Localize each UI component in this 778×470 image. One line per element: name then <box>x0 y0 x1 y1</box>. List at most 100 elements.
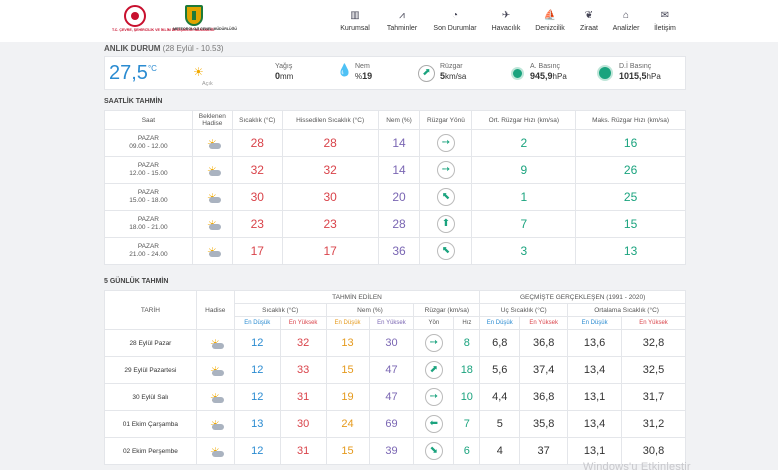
nav-son-durumlar[interactable]: ◔ Son Durumlar <box>430 9 480 39</box>
daily-col-sicaklik: Sıcaklık (°C) <box>233 303 327 317</box>
time-cell: PAZAR 21.00 - 24.00 <box>104 237 193 265</box>
nav-kurumsal[interactable]: ▥ Kurumsal <box>338 9 372 39</box>
time-range: 09.00 - 12.00 <box>129 143 168 150</box>
feels-cell: 23 <box>281 210 379 238</box>
tmax-cell: 31 <box>279 383 327 411</box>
nav-analizler[interactable]: ⌂ Analizler <box>609 9 643 39</box>
wind-direction-icon: ➙ <box>436 134 455 152</box>
daily-group-gecmis: GEÇMİŞTE GERÇEKLEŞEN (1991 - 2020) <box>479 290 686 304</box>
ministry-logo-text: T.C. ÇEVRE, ŞEHİRCİLİK VE İKLİM DEĞİŞİKL… <box>112 28 215 32</box>
wind-dir-cell: ⬆ <box>419 210 473 238</box>
umax-cell: 37,4 <box>519 356 569 384</box>
sub-en-yuksek: En Yüksek <box>279 316 327 330</box>
nav-denizcilik[interactable]: ⛵ Denizcilik <box>531 9 569 39</box>
wind-direction-icon: ⬅ <box>424 415 443 433</box>
omax-cell: 32,5 <box>621 356 686 384</box>
nav-havacilik[interactable]: ✈ Havacılık <box>489 9 523 39</box>
partly-cloudy-icon: ☀ <box>206 445 225 459</box>
daily-forecast-table: TARİH Hadise TAHMİN EDİLEN GEÇMİŞTE GERÇ… <box>104 290 686 465</box>
feels-cell: 30 <box>281 183 379 211</box>
temp-unit: °C <box>147 64 157 73</box>
max-wind-cell: 15 <box>575 210 686 238</box>
time-cell: PAZAR 09.00 - 12.00 <box>104 129 193 157</box>
hmax-cell: 47 <box>368 356 415 384</box>
feels-cell: 32 <box>281 156 379 184</box>
ministry-logo[interactable]: T.C. ÇEVRE, ŞEHİRCİLİK VE İKLİM DEĞİŞİKL… <box>112 5 214 41</box>
partly-cloudy-icon: ☀ <box>203 245 222 259</box>
humidity-label: Nem <box>355 63 370 70</box>
hourly-col-nem: Nem (%) <box>377 110 421 130</box>
ship-icon: ⛵ <box>543 10 557 21</box>
avg-wind-cell: 9 <box>471 156 577 184</box>
nav-iletisim[interactable]: ✉ İletişim <box>649 9 681 39</box>
daily-col-nem: Nem (%) <box>325 303 415 317</box>
humidity-cell: 14 <box>377 129 421 157</box>
date-cell: 30 Eylül Salı <box>104 383 197 411</box>
avg-wind-cell: 7 <box>471 210 577 238</box>
daily-col-ortalama: Ortalama Sıcaklık (°C) <box>567 303 686 317</box>
humidity-value-line: %19 <box>355 71 372 81</box>
partly-cloudy-icon: ☀ <box>203 191 222 205</box>
hmin-cell: 15 <box>325 437 370 465</box>
temp-cell: 28 <box>231 129 283 157</box>
daily-col-hadise: Hadise <box>195 290 235 330</box>
pressure-value-line: 945,9hPa <box>530 71 567 81</box>
hourly-col-hissedilen: Hissedilen Sıcaklık (°C) <box>281 110 379 130</box>
gauge-icon: ◔ <box>451 10 459 21</box>
speed-cell: 8 <box>453 329 481 357</box>
temp-cell: 32 <box>231 156 283 184</box>
pressure-metric: A. Basınç 945,9hPa <box>530 63 567 81</box>
table-row: 02 Ekim Perşembe ☀ 12 31 15 39 ⬊ 6 4 37 … <box>104 437 686 465</box>
sea-pressure-unit: hPa <box>646 72 661 81</box>
rain-metric: Yağış 0mm <box>275 63 293 81</box>
nav-label: Tahminler <box>386 25 418 32</box>
sub-hiz: Hız <box>453 316 481 330</box>
hourly-col-maks: Maks. Rüzgar Hızı (km/sa) <box>575 110 686 130</box>
weather-cell: ☀ <box>191 210 233 238</box>
wind-direction-icon: ⬉ <box>436 188 455 206</box>
time-cell: PAZAR 18.00 - 21.00 <box>104 210 193 238</box>
time-range: 15.00 - 18.00 <box>129 197 168 204</box>
time-cell: PAZAR 12.00 - 15.00 <box>104 156 193 184</box>
mgm-logo[interactable]: METEOROLOJİ GENEL MÜDÜRLÜĞÜ <box>173 5 237 41</box>
tmax-cell: 33 <box>279 356 327 384</box>
wind-dir-cell: ⬉ <box>419 183 473 211</box>
weather-cell: ☀ <box>191 183 233 211</box>
wind-dir-cell: ➙ <box>419 129 473 157</box>
table-row: PAZAR 12.00 - 15.00 ☀ 32 32 14 ➙ 9 26 <box>104 156 686 184</box>
temp-cell: 23 <box>231 210 283 238</box>
nav-label: Analizler <box>612 25 640 32</box>
hourly-col-ort: Ort. Rüzgar Hızı (km/sa) <box>471 110 577 130</box>
speed-cell: 18 <box>453 356 481 384</box>
day-label: PAZAR <box>137 216 160 223</box>
day-label: PAZAR <box>137 189 160 196</box>
sub-en-dusuk: En Düşük <box>567 316 623 330</box>
hmax-cell: 47 <box>368 383 415 411</box>
hmin-cell: 19 <box>325 383 370 411</box>
omax-cell: 30,8 <box>621 437 686 465</box>
table-row: PAZAR 21.00 - 24.00 ☀ 17 17 36 ⬉ 3 13 <box>104 237 686 265</box>
windows-activation-watermark: Windows'u Etkinleştir <box>583 461 691 470</box>
wind-dir-cell: ⬈ <box>413 356 455 384</box>
weather-cell: ☀ <box>191 156 233 184</box>
avg-wind-cell: 1 <box>471 183 577 211</box>
nav-tahminler[interactable]: ⩘ Tahminler <box>383 9 421 39</box>
weather-cell: ☀ <box>195 356 235 384</box>
temp-cell: 30 <box>231 183 283 211</box>
hourly-col-sicaklik: Sıcaklık (°C) <box>231 110 283 130</box>
nav-ziraat[interactable]: ❦ Ziraat <box>575 9 603 39</box>
weather-cell: ☀ <box>195 410 235 438</box>
wind-value: 5 <box>440 71 446 81</box>
umin-cell: 6,8 <box>479 329 521 357</box>
day-label: PAZAR <box>137 243 160 250</box>
sub-en-yuksek: En Yüksek <box>621 316 686 330</box>
time-range: 18.00 - 21.00 <box>129 224 168 231</box>
humidity-cell: 20 <box>377 183 421 211</box>
partly-cloudy-icon: ☀ <box>206 418 225 432</box>
hmin-cell: 24 <box>325 410 370 438</box>
hourly-col-saat: Saat <box>104 110 193 130</box>
umin-cell: 4 <box>479 437 521 465</box>
pressure-label: A. Basınç <box>530 63 560 70</box>
speed-cell: 6 <box>453 437 481 465</box>
humidity-cell: 14 <box>377 156 421 184</box>
